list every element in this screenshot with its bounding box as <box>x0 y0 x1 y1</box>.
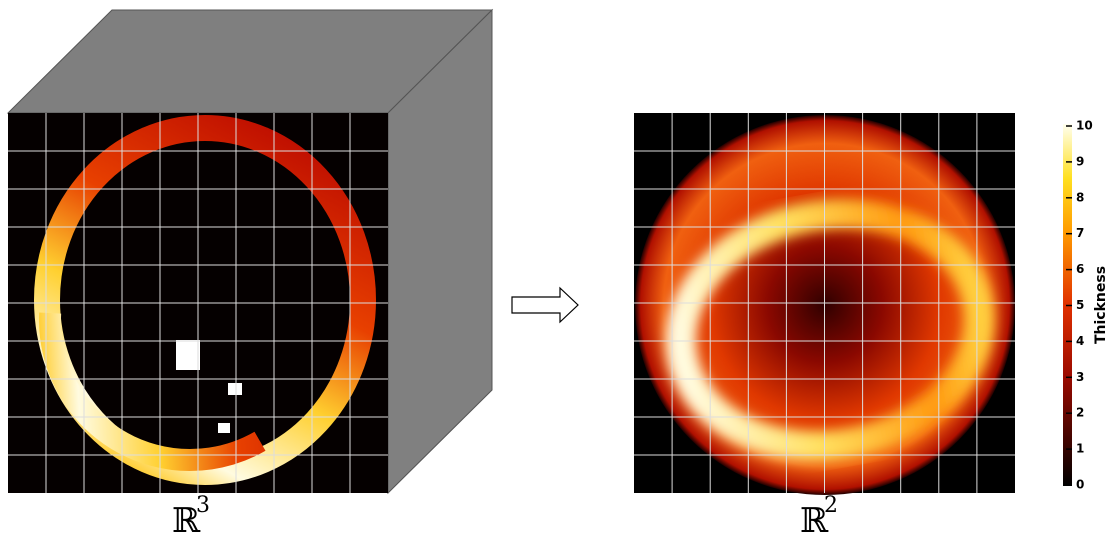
grid <box>8 113 388 493</box>
tick-label: 2 <box>1076 406 1084 420</box>
blob <box>218 423 230 433</box>
tick-label: 1 <box>1076 442 1084 456</box>
ring-thick <box>39 169 341 471</box>
bright-ring <box>665 198 995 462</box>
tick-label: 3 <box>1076 370 1084 384</box>
tick-label: 9 <box>1076 154 1084 168</box>
tick-label: 7 <box>1076 226 1084 240</box>
arrow <box>511 286 579 324</box>
blob <box>176 340 200 370</box>
grid <box>634 113 1015 493</box>
tick-label: 10 <box>1076 119 1093 133</box>
space-label: ℝ <box>800 501 829 541</box>
ring <box>34 115 376 485</box>
space-power: 2 <box>824 493 838 518</box>
tick-label: 5 <box>1076 298 1084 312</box>
tick-label: 4 <box>1076 334 1084 348</box>
colorbar-label: Thickness <box>1093 266 1109 344</box>
colorbar-ticks: 0 1 2 3 4 5 6 7 8 9 10 <box>1066 119 1093 492</box>
tick-label: 0 <box>1076 478 1084 492</box>
blob <box>228 383 242 395</box>
space-label: ℝ <box>172 501 201 541</box>
tick-label: 8 <box>1076 190 1084 204</box>
tick-label: 6 <box>1076 262 1084 276</box>
space-power: 3 <box>196 493 210 518</box>
